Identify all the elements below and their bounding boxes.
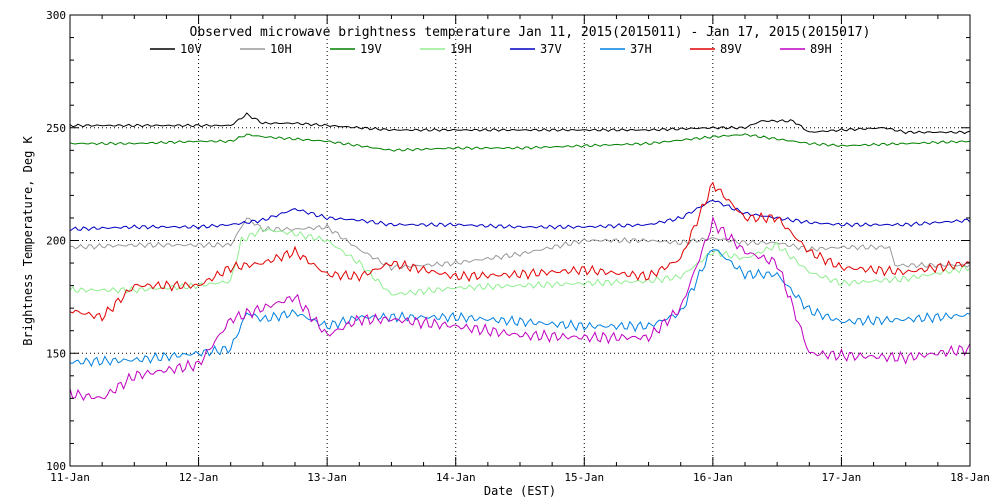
x-axis-label: Date (EST) xyxy=(484,484,556,498)
x-tick-label: 17-Jan xyxy=(822,471,862,484)
series-line-37H xyxy=(69,249,971,368)
chart-title: Observed microwave brightness temperatur… xyxy=(190,25,871,40)
y-tick-label: 250 xyxy=(46,122,66,135)
legend-label-19V: 19V xyxy=(360,42,382,56)
grid-layer xyxy=(70,15,970,466)
series-line-37V xyxy=(69,199,971,232)
legend-label-10V: 10V xyxy=(180,42,202,56)
legend-label-19H: 19H xyxy=(450,42,472,56)
y-tick-label: 300 xyxy=(46,9,66,22)
x-tick-label: 15-Jan xyxy=(564,471,604,484)
axis-layer: 100 150 200 250 300 11-Jan 12-Jan 13-Jan 14-Jan 1… xyxy=(46,9,990,484)
series-line-10V xyxy=(69,112,971,135)
x-tick-label: 11-Jan xyxy=(50,471,90,484)
legend-label-10H: 10H xyxy=(270,42,292,56)
x-tick-label: 13-Jan xyxy=(307,471,347,484)
series-line-10H xyxy=(70,217,971,272)
legend: 10V 10H 19V 19H 37V 37H 89V 89H xyxy=(150,42,832,56)
legend-label-89V: 89V xyxy=(720,42,742,56)
legend-label-37H: 37H xyxy=(630,42,652,56)
series-line-89H xyxy=(69,215,971,402)
series-line-19H xyxy=(69,227,971,296)
x-tick-label: 14-Jan xyxy=(436,471,476,484)
x-tick-label: 18-Jan xyxy=(950,471,990,484)
x-tick-label: 16-Jan xyxy=(693,471,733,484)
series-line-19V xyxy=(69,133,971,152)
legend-label-89H: 89H xyxy=(810,42,832,56)
series-line-89V xyxy=(69,181,971,322)
y-tick-label: 200 xyxy=(46,235,66,248)
x-tick-label: 12-Jan xyxy=(179,471,219,484)
legend-label-37V: 37V xyxy=(540,42,562,56)
series-layer xyxy=(69,112,971,402)
y-tick-label: 100 xyxy=(46,460,66,473)
y-axis-label: Brightness Temperature, Deg K xyxy=(21,135,35,345)
y-tick-label: 150 xyxy=(46,347,66,360)
